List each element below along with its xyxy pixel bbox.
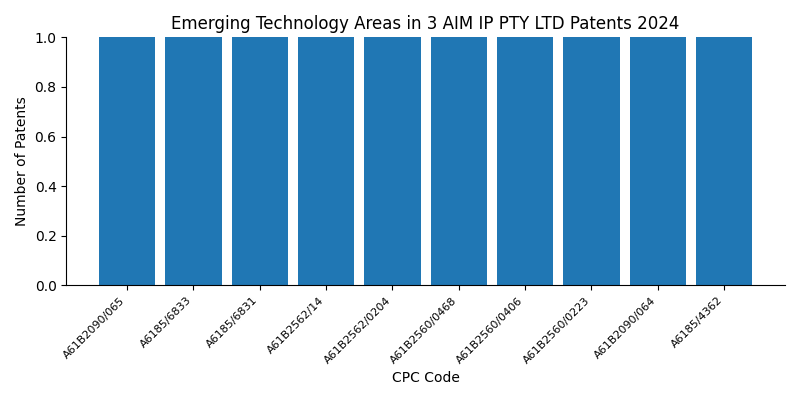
Bar bbox=[630, 37, 686, 285]
Y-axis label: Number of Patents: Number of Patents bbox=[15, 96, 29, 226]
Bar bbox=[99, 37, 155, 285]
Title: Emerging Technology Areas in 3 AIM IP PTY LTD Patents 2024: Emerging Technology Areas in 3 AIM IP PT… bbox=[171, 15, 680, 33]
Bar bbox=[497, 37, 554, 285]
X-axis label: CPC Code: CPC Code bbox=[392, 371, 459, 385]
Bar bbox=[430, 37, 487, 285]
Bar bbox=[298, 37, 354, 285]
Bar bbox=[696, 37, 752, 285]
Bar bbox=[232, 37, 288, 285]
Bar bbox=[166, 37, 222, 285]
Bar bbox=[563, 37, 620, 285]
Bar bbox=[364, 37, 421, 285]
